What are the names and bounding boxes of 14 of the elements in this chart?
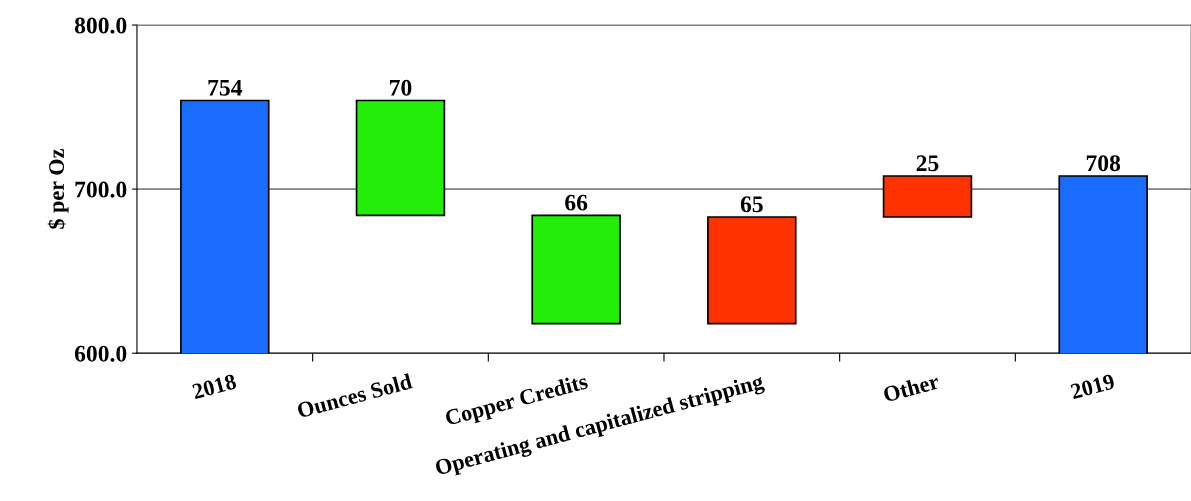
y-tick-label: 600.0 [74, 345, 127, 362]
y-axis-title: $ per Oz [47, 149, 69, 229]
data-label: 66 [565, 194, 588, 211]
data-label: 25 [916, 155, 939, 172]
data-label: 754 [208, 79, 243, 96]
x-tick-label: Ounces Sold [296, 372, 414, 419]
y-tick-label: 800.0 [74, 17, 127, 34]
data-label: 70 [390, 79, 412, 96]
y-tick-label: 700.0 [75, 181, 127, 198]
data-label: 708 [1086, 155, 1121, 172]
x-tick-label: Other [882, 373, 940, 403]
x-tick-label: 2018 [191, 373, 237, 400]
x-tick-label: 2019 [1070, 373, 1116, 400]
data-label: 65 [740, 196, 763, 213]
